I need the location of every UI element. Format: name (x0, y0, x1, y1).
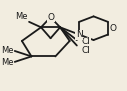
Text: O: O (109, 24, 116, 33)
Text: Me: Me (15, 12, 28, 21)
Text: Me: Me (1, 58, 14, 67)
Text: Cl: Cl (82, 37, 91, 46)
Text: Cl: Cl (82, 47, 91, 55)
Text: Me: Me (1, 46, 14, 55)
Text: N: N (76, 30, 83, 39)
Text: O: O (47, 13, 54, 22)
